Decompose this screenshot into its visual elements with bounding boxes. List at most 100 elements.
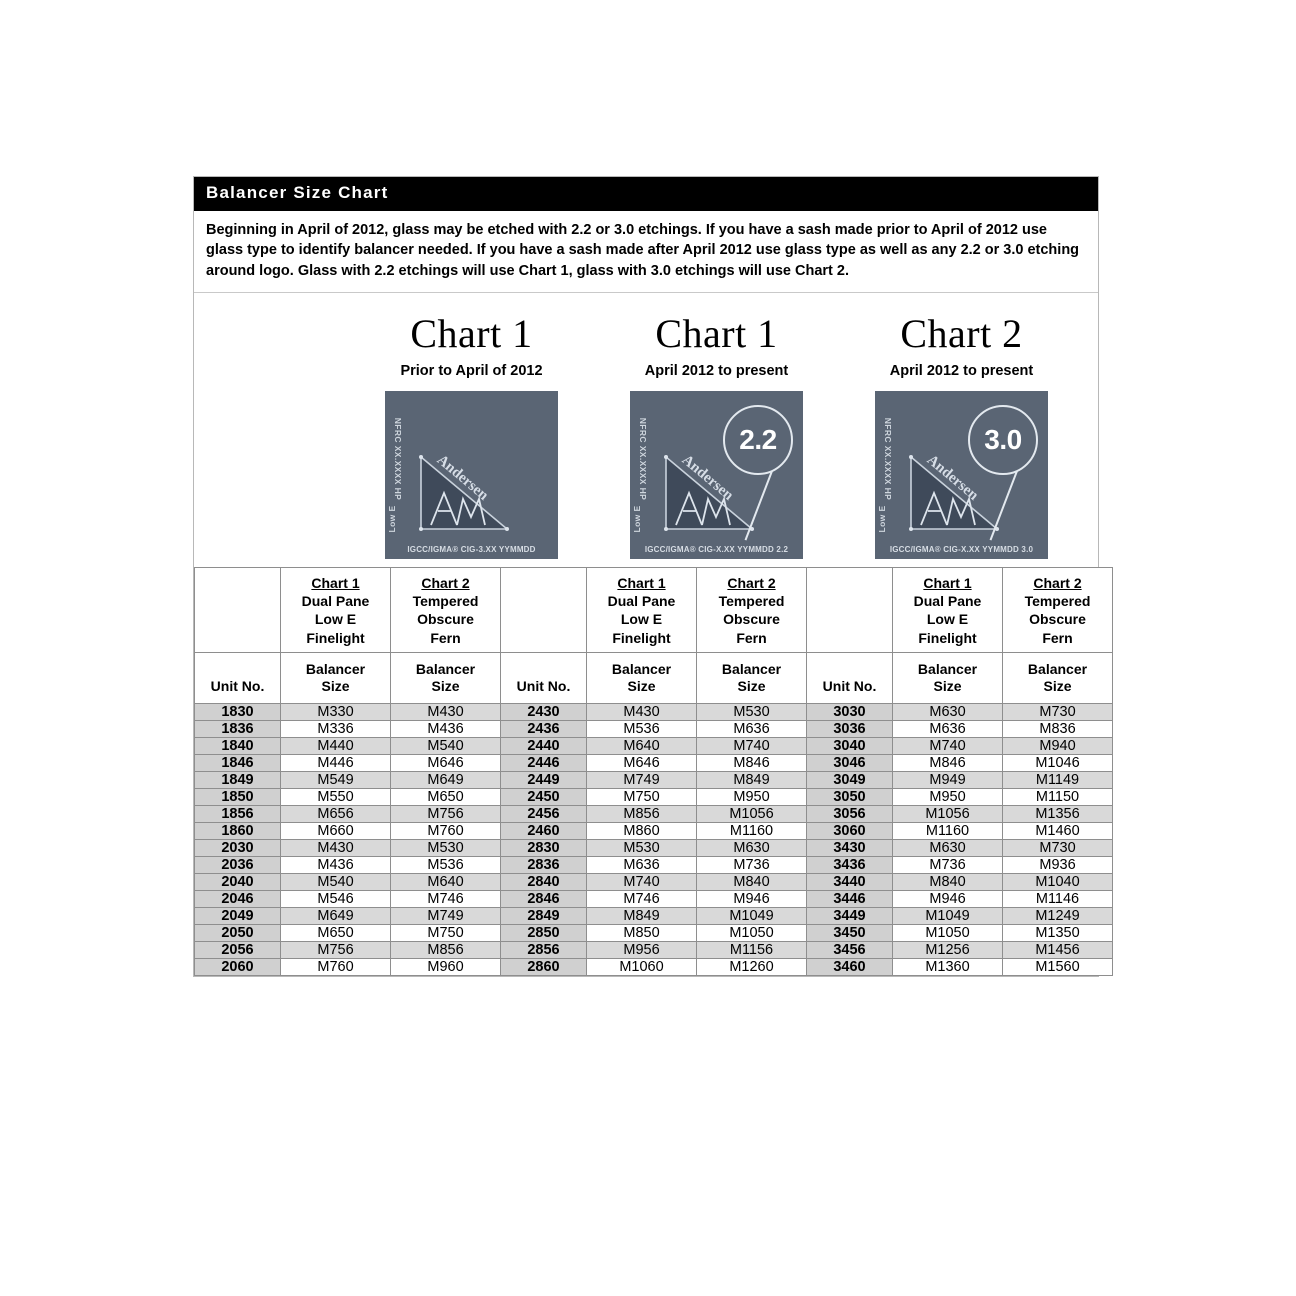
sub-header-row: Unit No. Balancer Size Balancer Size Uni…	[194, 652, 1113, 705]
chart-panel-2-subtitle: April 2012 to present	[644, 363, 789, 380]
sub-header-unit-no-3: Unit No.	[806, 652, 893, 705]
cell-unit-no: 3036	[806, 720, 893, 739]
etching-callout-badge-3: 3.0	[968, 405, 1038, 476]
cell-unit-no: 2840	[500, 873, 587, 892]
cell-balancer-size: M836	[1002, 720, 1113, 739]
intro-paragraph: Beginning in April of 2012, glass may be…	[194, 211, 1098, 294]
cell-unit-no: 2449	[500, 771, 587, 790]
cell-balancer-size: M660	[280, 822, 391, 841]
cell-balancer-size: M530	[586, 839, 697, 858]
sub-header-balancer-size-1-line1: Balancer	[305, 660, 366, 677]
sub-header-balancer-size-3-line2: Size	[627, 678, 656, 695]
sub-header-balancer-size-2-line2: Size	[431, 678, 460, 695]
chart-panel-1-image-wrap: NFRC XX.XXXX HP Low E Andersen	[349, 391, 594, 560]
cell-balancer-size: M856	[586, 805, 697, 824]
cell-balancer-size: M736	[696, 856, 807, 875]
table-row: 1836 M336 M436 2436 M536 M636 3036 M636 M836	[194, 720, 1113, 739]
group-header-blank-3	[806, 567, 893, 654]
group-header-chart2-b-line2: Tempered	[718, 593, 785, 610]
cell-balancer-size: M630	[696, 839, 807, 858]
cell-balancer-size: M849	[696, 771, 807, 790]
sub-header-balancer-size-3-line1: Balancer	[611, 660, 672, 677]
group-header-chart1-a-line2: Dual Pane	[301, 593, 370, 610]
cell-balancer-size: M1046	[1002, 754, 1113, 773]
table-row: 1850 M550 M650 2450 M750 M950 3050 M950 M1150	[194, 788, 1113, 807]
chart-panel-3: Chart 2 April 2012 to present NFRC XX.XX…	[839, 313, 1084, 560]
chart-panel-3-subtitle: April 2012 to present	[889, 363, 1034, 380]
cell-unit-no: 2830	[500, 839, 587, 858]
group-header-chart2-a-line1: Chart 2	[421, 575, 470, 592]
cell-unit-no: 3060	[806, 822, 893, 841]
cell-unit-no: 3040	[806, 737, 893, 756]
chart-panel-2-image-wrap: NFRC XX.XXXX HP Low E Andersen	[594, 391, 839, 560]
glass-etching-image-2: NFRC XX.XXXX HP Low E Andersen	[630, 391, 803, 560]
cell-balancer-size: M740	[892, 737, 1003, 756]
cell-balancer-size: M540	[280, 873, 391, 892]
cell-balancer-size: M640	[390, 873, 501, 892]
cell-balancer-size: M749	[586, 771, 697, 790]
group-header-chart2-a: Chart 2 Tempered Obscure Fern	[390, 567, 501, 654]
andersen-logo-icon-3: Andersen	[909, 452, 1000, 532]
cell-unit-no: 2846	[500, 890, 587, 909]
table-row: 1846 M446 M646 2446 M646 M846 3046 M846 M1046	[194, 754, 1113, 773]
group-header-chart1-c-line1: Chart 1	[923, 575, 972, 592]
cell-balancer-size: M446	[280, 754, 391, 773]
group-header-chart1-a-line1: Chart 1	[311, 575, 360, 592]
group-header-chart2-a-line4: Fern	[430, 629, 461, 646]
cell-balancer-size: M330	[280, 703, 391, 722]
cell-unit-no: 2046	[194, 890, 281, 909]
cell-balancer-size: M740	[586, 873, 697, 892]
group-header-chart1-b-line2: Dual Pane	[607, 593, 676, 610]
sub-header-balancer-size-6-line2: Size	[1043, 678, 1072, 695]
cell-unit-no: 3449	[806, 907, 893, 926]
cell-balancer-size: M1356	[1002, 805, 1113, 824]
table-row: 2046 M546 M746 2846 M746 M946 3446 M946 M1146	[194, 890, 1113, 909]
cell-balancer-size: M1360	[892, 958, 1003, 977]
cell-unit-no: 2056	[194, 941, 281, 960]
group-header-blank-1	[194, 567, 281, 654]
cell-balancer-size: M430	[280, 839, 391, 858]
chart-panel-2: Chart 1 April 2012 to present NFRC XX.XX…	[594, 311, 839, 560]
cell-balancer-size: M846	[696, 754, 807, 773]
group-header-chart2-b-line3: Obscure	[723, 611, 780, 628]
low-e-label-2: Low E	[632, 505, 642, 533]
cell-balancer-size: M536	[586, 720, 697, 739]
andersen-logo-icon-1: Andersen	[419, 452, 510, 532]
sub-header-balancer-size-6: Balancer Size	[1002, 652, 1113, 705]
table-head: Chart 1 Dual Pane Low E Finelight Chart …	[194, 567, 1113, 705]
cell-balancer-size: M936	[1002, 856, 1113, 875]
sub-header-balancer-size-5-line2: Size	[933, 678, 962, 695]
sub-header-balancer-size-4-line2: Size	[737, 678, 766, 695]
cell-balancer-size: M1160	[892, 822, 1003, 841]
cell-balancer-size: M336	[280, 720, 391, 739]
glass-etching-image-3: NFRC XX.XXXX HP Low E Andersen	[875, 391, 1048, 560]
cell-balancer-size: M756	[390, 805, 501, 824]
table-row: 1849 M549 M649 2449 M749 M849 3049 M949 M1149	[194, 771, 1113, 790]
cell-balancer-size: M656	[280, 805, 391, 824]
cell-unit-no: 2430	[500, 703, 587, 722]
cell-unit-no: 3050	[806, 788, 893, 807]
cell-balancer-size: M1060	[586, 958, 697, 977]
cell-balancer-size: M750	[390, 924, 501, 943]
table-row: 2040 M540 M640 2840 M740 M840 3440 M840 M1040	[194, 873, 1113, 892]
sub-header-balancer-size-5-line1: Balancer	[917, 660, 978, 677]
chart-panel-2-title: Chart 1	[655, 311, 778, 357]
table-row: 1856 M656 M756 2456 M856 M1056 3056 M1056 M1356	[194, 805, 1113, 824]
group-header-chart1-b-line4: Finelight	[612, 629, 671, 646]
cell-unit-no: 2450	[500, 788, 587, 807]
sub-header-balancer-size-2-line1: Balancer	[415, 660, 476, 677]
group-header-chart2-b: Chart 2 Tempered Obscure Fern	[696, 567, 807, 654]
group-header-chart2-c-line4: Fern	[1042, 629, 1073, 646]
table-row: 2036 M436 M536 2836 M636 M736 3436 M736 M936	[194, 856, 1113, 875]
cell-balancer-size: M756	[280, 941, 391, 960]
group-header-chart1-c: Chart 1 Dual Pane Low E Finelight	[892, 567, 1003, 654]
cell-unit-no: 3440	[806, 873, 893, 892]
cell-balancer-size: M1260	[696, 958, 807, 977]
balancer-size-table: Chart 1 Dual Pane Low E Finelight Chart …	[194, 567, 1113, 977]
cell-balancer-size: M1150	[1002, 788, 1113, 807]
sub-header-balancer-size-4: Balancer Size	[696, 652, 807, 705]
cell-balancer-size: M760	[280, 958, 391, 977]
cell-balancer-size: M636	[892, 720, 1003, 739]
group-header-chart1-a-line4: Finelight	[306, 629, 365, 646]
